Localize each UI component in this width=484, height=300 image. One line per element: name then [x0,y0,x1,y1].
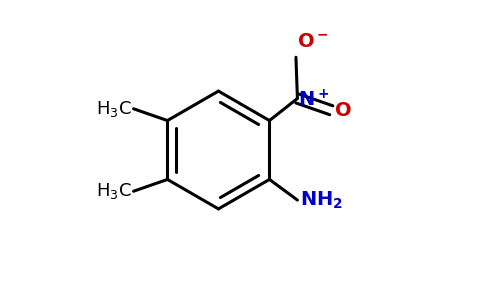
Text: O: O [335,101,351,120]
Text: $\mathregular{H_3C}$: $\mathregular{H_3C}$ [96,181,132,201]
Text: $\mathregular{NH_2}$: $\mathregular{NH_2}$ [300,189,343,211]
Text: $\mathregular{O^-}$: $\mathregular{O^-}$ [297,32,329,51]
Text: $\mathregular{H_3C}$: $\mathregular{H_3C}$ [96,99,132,119]
Text: $\mathregular{N^+}$: $\mathregular{N^+}$ [298,89,330,111]
